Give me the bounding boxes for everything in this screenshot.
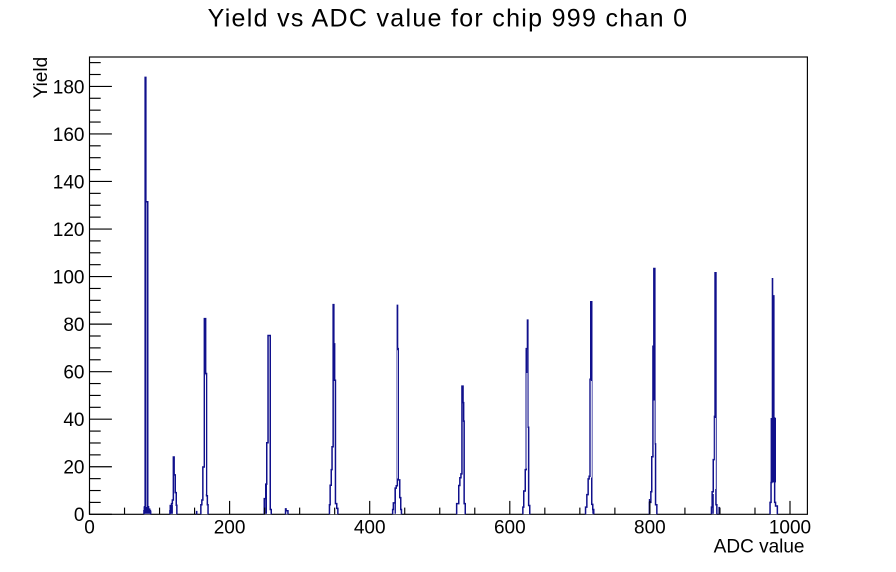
svg-text:100: 100	[53, 267, 85, 288]
svg-text:180: 180	[53, 77, 85, 98]
svg-text:20: 20	[63, 458, 84, 479]
svg-text:120: 120	[53, 220, 85, 241]
svg-text:Yield: Yield	[31, 57, 52, 99]
svg-text:800: 800	[634, 518, 666, 539]
svg-text:140: 140	[53, 172, 85, 193]
svg-text:60: 60	[63, 363, 84, 384]
svg-text:ADC value: ADC value	[714, 536, 805, 557]
svg-text:200: 200	[214, 518, 246, 539]
svg-text:400: 400	[354, 518, 386, 539]
svg-text:600: 600	[494, 518, 526, 539]
svg-text:0: 0	[84, 518, 95, 539]
svg-text:80: 80	[63, 315, 84, 336]
svg-text:Yield vs ADC value for chip 99: Yield vs ADC value for chip 999 chan 0	[208, 4, 689, 32]
svg-text:1000: 1000	[769, 518, 811, 539]
svg-text:160: 160	[53, 125, 85, 146]
svg-text:0: 0	[74, 505, 85, 526]
svg-text:40: 40	[63, 410, 84, 431]
